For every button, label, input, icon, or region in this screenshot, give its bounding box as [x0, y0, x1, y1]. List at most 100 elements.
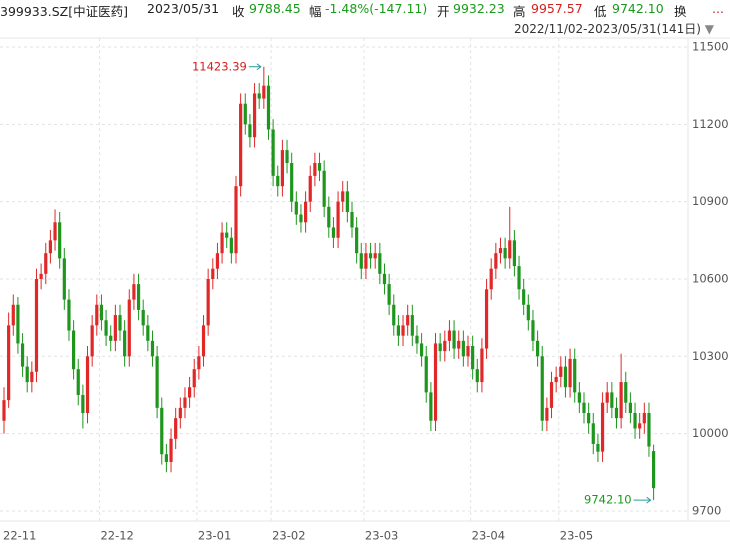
candle-body	[109, 335, 113, 341]
candle-body	[647, 413, 651, 447]
candle-body	[252, 93, 257, 138]
candle-body	[536, 340, 540, 357]
candle-body	[136, 284, 141, 310]
header-item: 换	[674, 4, 687, 19]
candle-body	[461, 340, 465, 357]
candle-body	[317, 163, 322, 171]
candle-body	[257, 93, 261, 99]
candle-body	[308, 175, 312, 202]
candle-body	[633, 413, 637, 429]
x-tick-label: 22-11	[3, 529, 36, 543]
candle-body	[549, 382, 554, 408]
y-tick-label: 9700	[692, 503, 721, 517]
header-item: 9788.45	[249, 1, 301, 16]
candle-body	[174, 418, 178, 439]
candle-body	[540, 356, 544, 421]
candle-body	[345, 191, 349, 212]
candle-body	[331, 227, 336, 238]
candle-body	[53, 222, 57, 241]
candle-body	[44, 253, 48, 274]
header-item: 9957.57	[531, 1, 583, 16]
candle-body	[368, 253, 373, 259]
candle-body	[211, 268, 215, 279]
candle-body	[276, 175, 280, 187]
header-item: ...	[712, 1, 724, 16]
candle-body	[619, 382, 623, 419]
min-arrow	[633, 496, 652, 504]
candle-body	[573, 358, 577, 393]
dropdown-arrow[interactable]: ▼	[704, 22, 714, 36]
min-label: 9742.10	[584, 493, 632, 507]
candle-body	[568, 358, 572, 388]
y-tick-label: 10000	[692, 426, 729, 440]
header-item: 9932.23	[453, 1, 505, 16]
candle-body	[262, 85, 266, 99]
candle-body	[452, 330, 456, 349]
candle-body	[350, 211, 354, 228]
candle-body	[11, 304, 15, 326]
candle-body	[123, 330, 127, 357]
candle-body	[192, 369, 196, 388]
y-tick-label: 11200	[692, 117, 729, 131]
candle-body	[178, 407, 182, 419]
candle-body	[471, 345, 475, 370]
candle-body	[466, 345, 470, 357]
candle-body	[628, 402, 632, 414]
candle-body	[7, 325, 11, 401]
date-range[interactable]: 2022/11/02-2023/05/31(141日) ▼	[514, 20, 714, 37]
candle-body	[359, 253, 363, 269]
candle-body	[600, 402, 605, 452]
candle-body	[16, 304, 20, 344]
candle-body	[62, 258, 66, 300]
candle-body	[81, 394, 85, 414]
candle-body	[387, 284, 391, 305]
candle-body	[266, 85, 271, 130]
candle-body	[76, 369, 80, 395]
candle-body	[220, 232, 224, 254]
candle-body	[285, 150, 289, 164]
candle-body	[382, 273, 387, 285]
candle-body	[155, 356, 159, 408]
candle-body	[197, 356, 201, 370]
candle-body	[484, 289, 489, 349]
candle-body	[67, 299, 71, 331]
candle-body	[313, 163, 317, 176]
candle-body	[294, 201, 298, 215]
candle-body	[438, 343, 442, 352]
candle-body	[559, 366, 563, 377]
candle-body	[132, 284, 136, 300]
candle-body	[215, 253, 220, 269]
candle-body	[90, 325, 94, 357]
header-item: 9742.10	[612, 1, 664, 16]
candle-body	[652, 451, 656, 489]
candle-body	[271, 129, 275, 176]
candle-body	[183, 397, 187, 408]
candle-body	[582, 402, 586, 414]
candle-body	[401, 325, 405, 336]
candle-body	[118, 315, 122, 331]
candle-body	[433, 343, 438, 421]
header-item: 2023/05/31	[147, 1, 220, 16]
candle-body	[424, 356, 428, 393]
candle-body	[596, 443, 600, 452]
candle-body	[201, 325, 206, 357]
candle-body	[508, 240, 512, 259]
candle-body	[614, 407, 619, 419]
candle-body	[336, 201, 340, 238]
candle-body	[429, 392, 433, 421]
candle-body	[443, 340, 447, 352]
candle-body	[322, 170, 326, 207]
candle-body	[146, 325, 150, 341]
candle-body	[410, 315, 414, 336]
header-item: 低	[594, 4, 607, 19]
candle-body	[457, 340, 461, 349]
header-item: 幅	[309, 4, 322, 19]
y-tick-label: 10600	[692, 271, 729, 285]
candle-body	[299, 214, 303, 223]
candle-body	[113, 315, 117, 341]
x-tick-label: 22-12	[100, 529, 133, 543]
candle-body	[20, 343, 25, 367]
candle-body	[290, 163, 294, 202]
